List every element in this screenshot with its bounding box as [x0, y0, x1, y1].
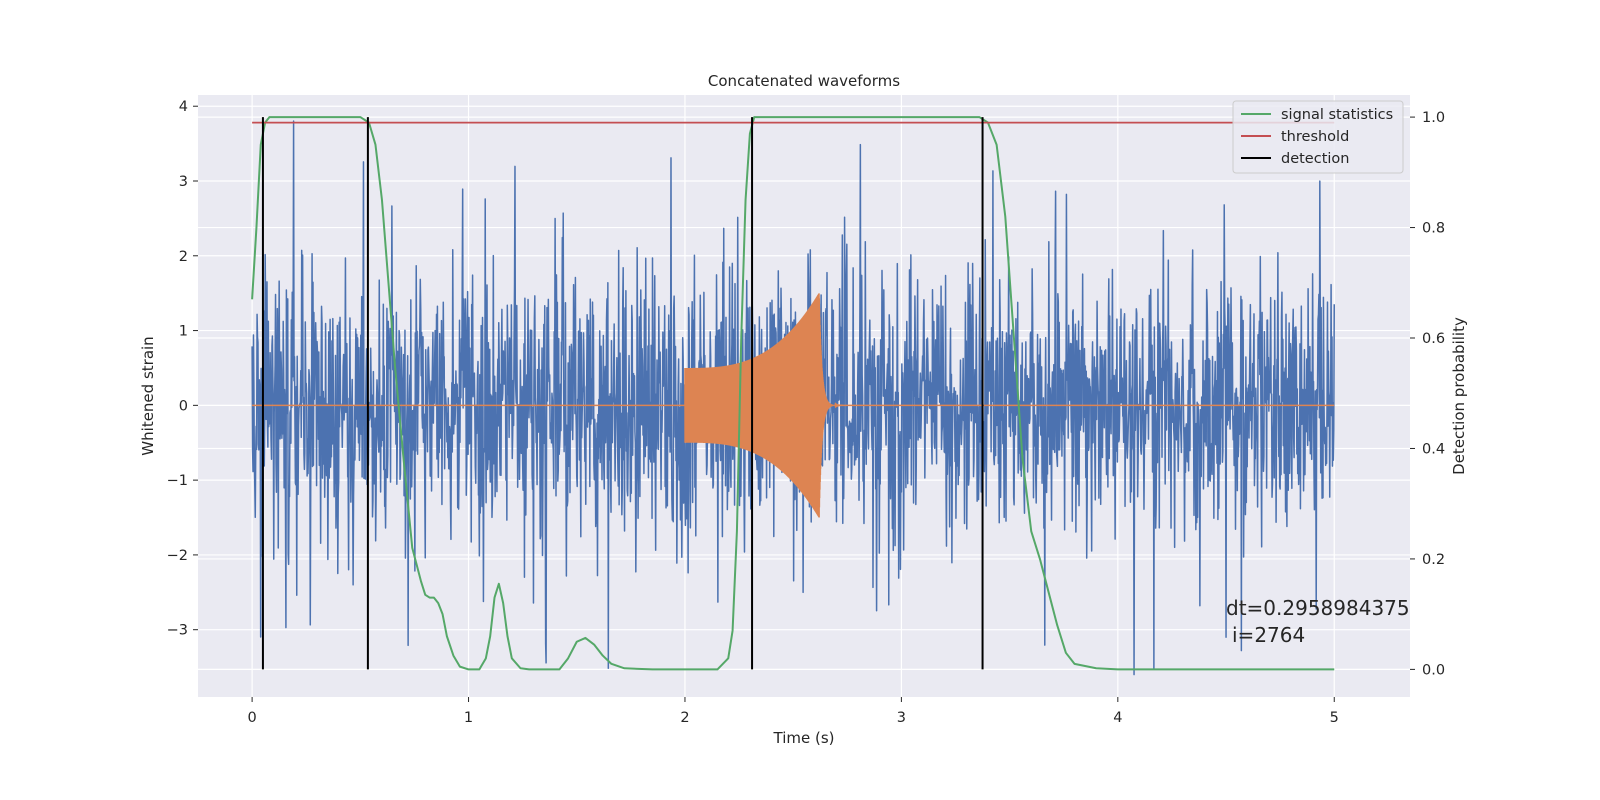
chirp-series [252, 293, 1335, 518]
y-right-tick-label: 0.8 [1422, 221, 1445, 237]
annotation-dt: dt=0.2958984375 [1226, 596, 1410, 620]
signal-statistics-series [251, 116, 1335, 671]
y-right-tick-label: 0.2 [1422, 552, 1445, 568]
y-right-tick-label: 0.0 [1422, 662, 1445, 678]
legend-box [1232, 100, 1404, 174]
signal-statistics-line [251, 116, 1335, 671]
y-tick-label: 1 [179, 324, 188, 340]
chirp-line [252, 293, 1335, 518]
x-tick-label: 1 [464, 710, 473, 726]
chart-title: Concatenated waveforms [708, 72, 900, 90]
y-tick-label: 2 [179, 249, 188, 265]
annotation-index: i=2764 [1232, 623, 1305, 647]
x-tick-label: 0 [247, 710, 256, 726]
legend-label-signal-statistics: signal statistics [1281, 107, 1393, 123]
y-tick-label: 4 [179, 99, 188, 115]
legend: signal statistics threshold detection [1232, 100, 1404, 174]
y-tick-label: −1 [167, 473, 188, 489]
y-tick-label: 0 [179, 398, 188, 414]
y-tick-label: −3 [167, 623, 188, 639]
legend-label-detection: detection [1281, 151, 1349, 167]
y-tick-label: 3 [179, 174, 188, 190]
y-axis-label: Whitened strain [139, 336, 157, 455]
y-right-tick-label: 1.0 [1422, 110, 1445, 126]
x-tick-label: 2 [680, 710, 689, 726]
x-tick-label: 5 [1330, 710, 1339, 726]
legend-label-threshold: threshold [1281, 129, 1349, 145]
y-axis-right-label: Detection probability [1450, 317, 1468, 475]
y-right-tick-label: 0.4 [1422, 441, 1445, 457]
detection-series [261, 117, 984, 670]
y-right-tick-label: 0.6 [1422, 331, 1445, 347]
y-tick-label: −2 [167, 548, 188, 564]
x-axis-label: Time (s) [773, 729, 835, 747]
x-tick-label: 4 [1113, 710, 1122, 726]
ticks: 0 1 2 3 4 5 −3 −2 −1 0 1 2 3 4 0.0 0.2 0.4 0.6 0.8 1.0 [167, 99, 1445, 726]
x-tick-label: 3 [897, 710, 906, 726]
